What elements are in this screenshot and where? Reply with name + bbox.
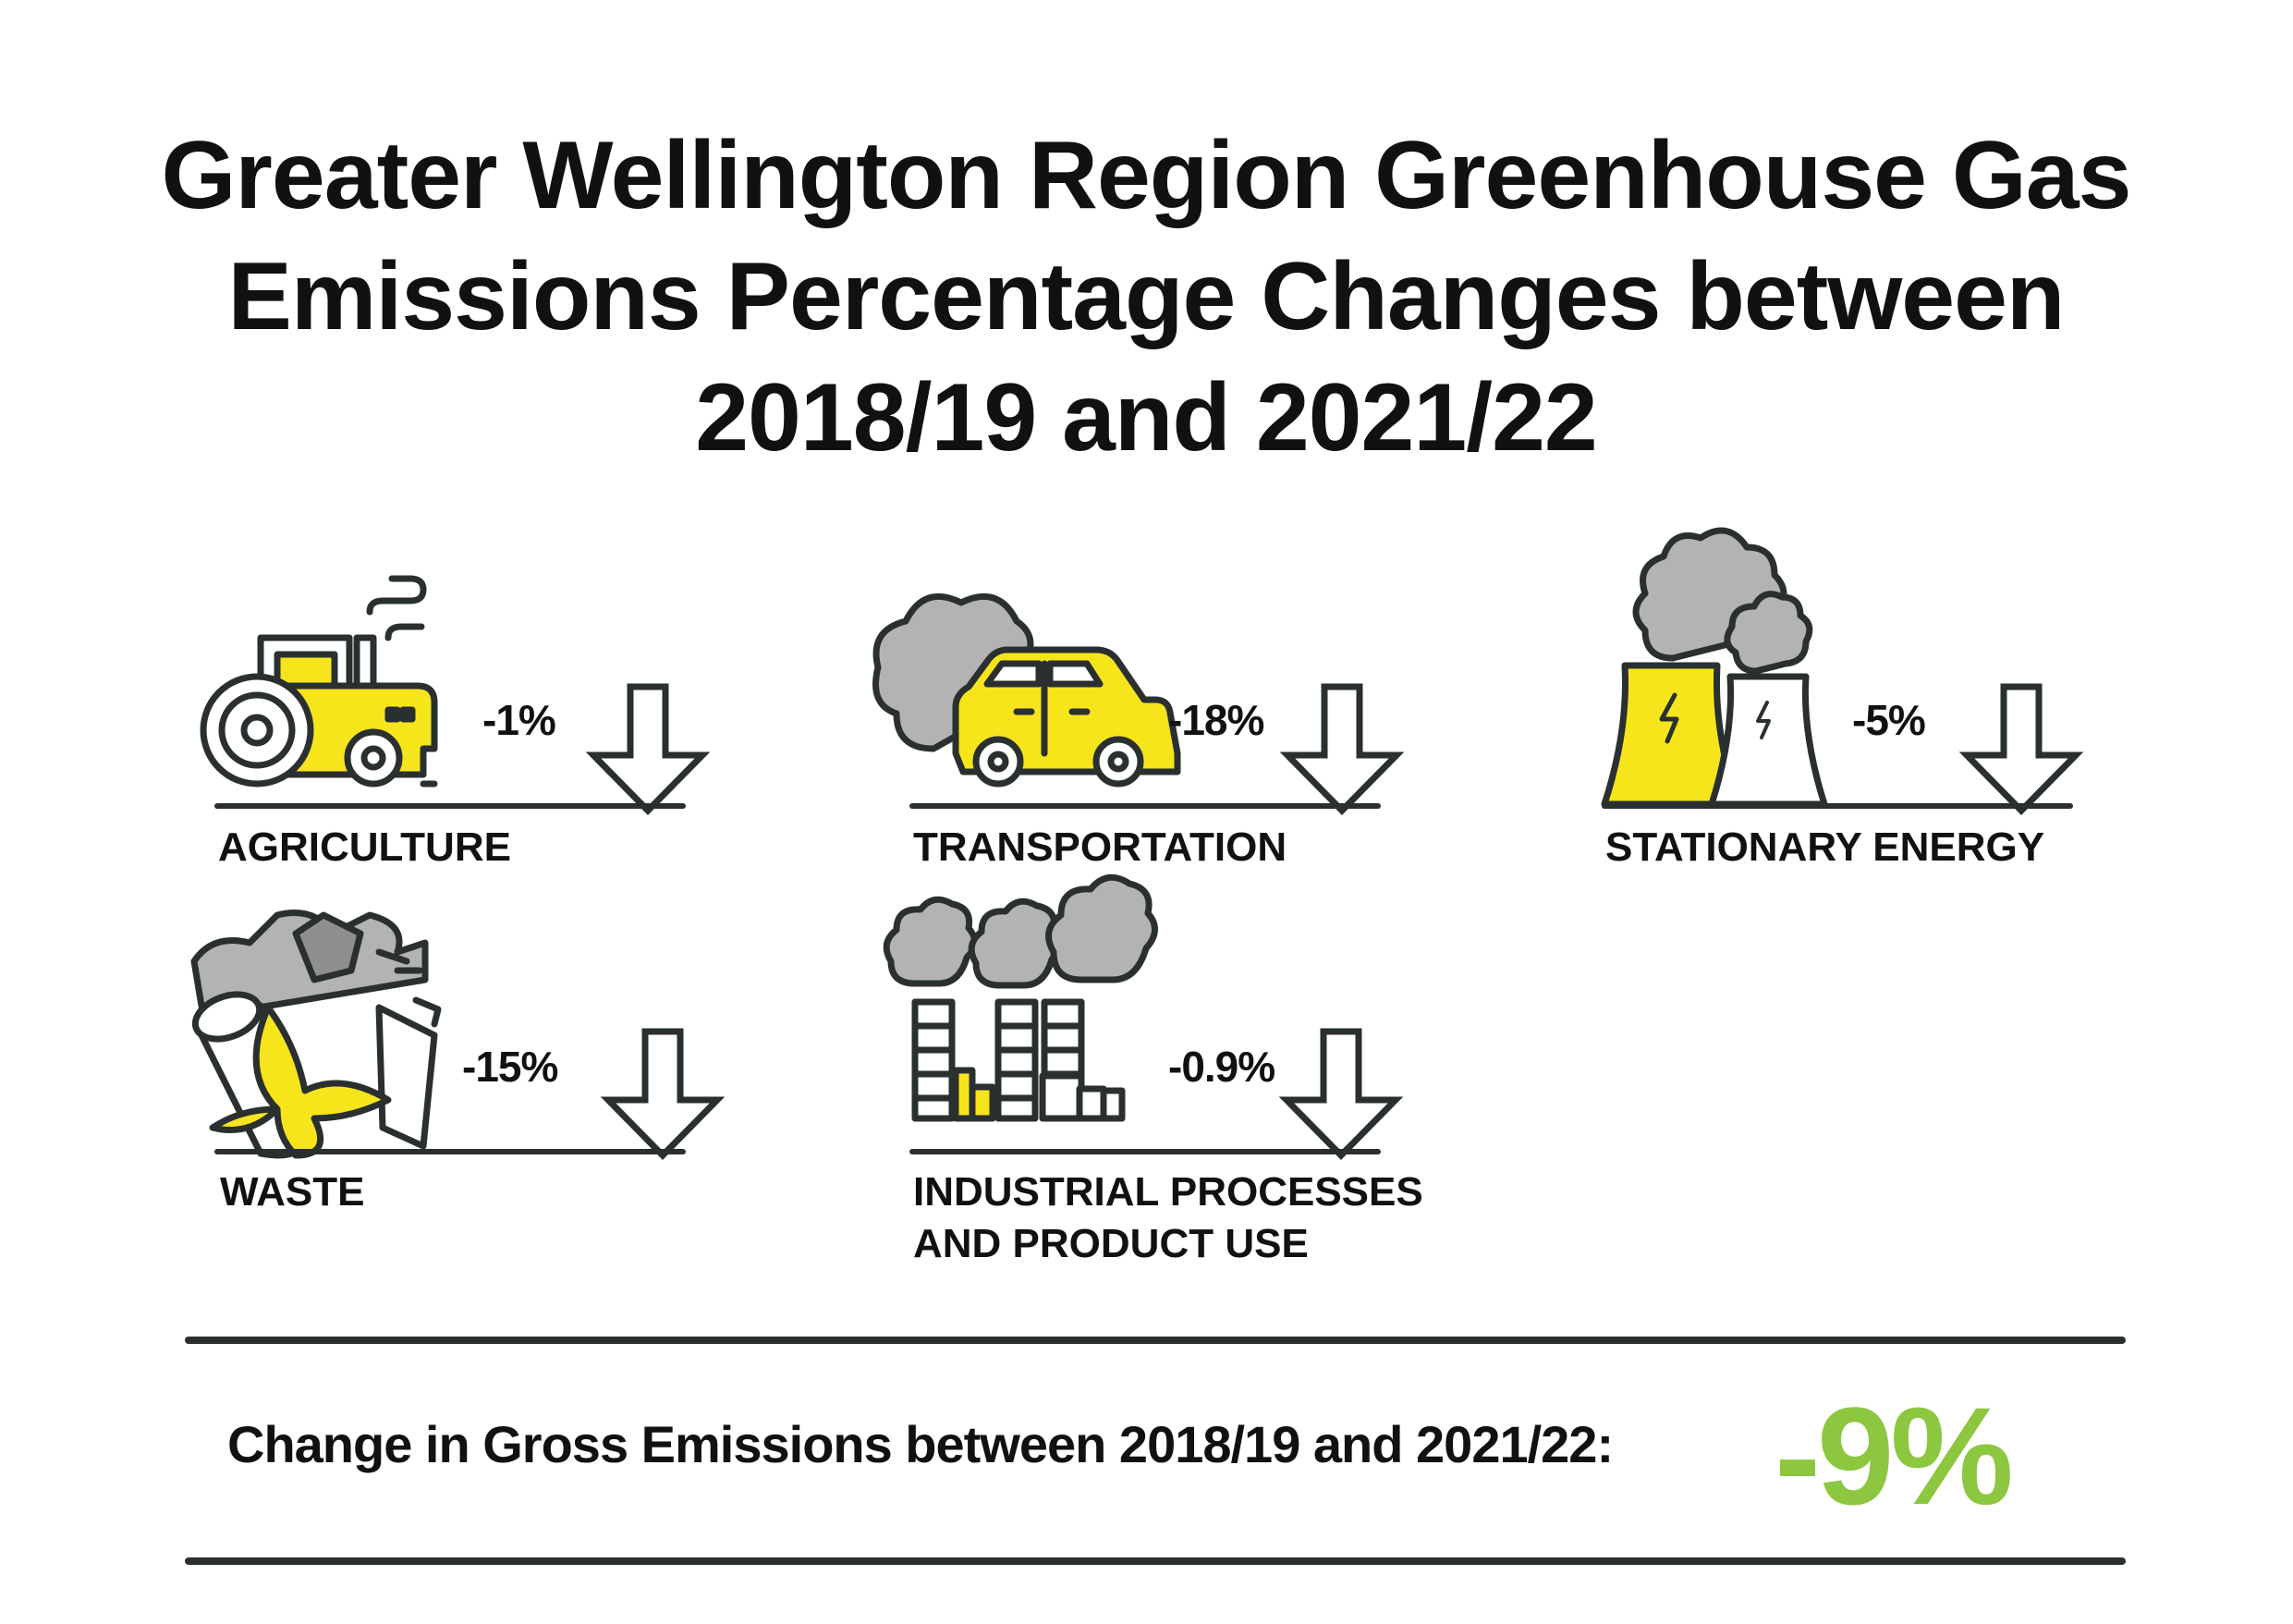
title-line-2: Emissions Percentage Changes between: [227, 243, 2066, 350]
down-arrow-icon: [600, 1028, 726, 1160]
agriculture-rule: [214, 803, 686, 809]
waste-value: -15%: [462, 1043, 558, 1091]
industrial-rule: [909, 1149, 1381, 1154]
down-arrow-icon: [1278, 1028, 1404, 1160]
agriculture-value: -1%: [482, 696, 556, 744]
waste-rule: [214, 1149, 686, 1154]
stationary-energy-rule: [1602, 803, 2073, 809]
stationary-energy-value: -5%: [1852, 696, 1926, 744]
title-line-3: 2018/19 and 2021/22: [695, 364, 1598, 471]
down-arrow-icon: [585, 683, 711, 815]
transportation-label: TRANSPORTATION: [913, 824, 1287, 870]
down-arrow-icon: [1958, 683, 2084, 815]
transportation-value: -18%: [1168, 696, 1264, 744]
title-line-1: Greater Wellington Region Greenhouse Gas: [161, 122, 2132, 229]
summary-top-rule: [185, 1337, 2126, 1344]
waste-label: WASTE: [220, 1169, 365, 1215]
summary-label: Change in Gross Emissions between 2018/1…: [227, 1415, 1614, 1473]
stationary-energy-label: STATIONARY ENERGY: [1605, 824, 2045, 870]
chart-title: Greater Wellington Region Greenhouse Gas…: [129, 116, 2163, 479]
industrial-value: -0.9%: [1168, 1043, 1275, 1091]
down-arrow-icon: [1279, 683, 1405, 815]
summary-value: -9%: [1775, 1378, 2014, 1533]
agriculture-label: AGRICULTURE: [218, 824, 511, 870]
summary-bottom-rule: [185, 1557, 2126, 1565]
transportation-rule: [909, 803, 1381, 809]
industrial-label-line-1: INDUSTRIAL PROCESSES: [913, 1169, 1423, 1215]
industrial-label-line-2: AND PRODUCT USE: [913, 1221, 1309, 1266]
